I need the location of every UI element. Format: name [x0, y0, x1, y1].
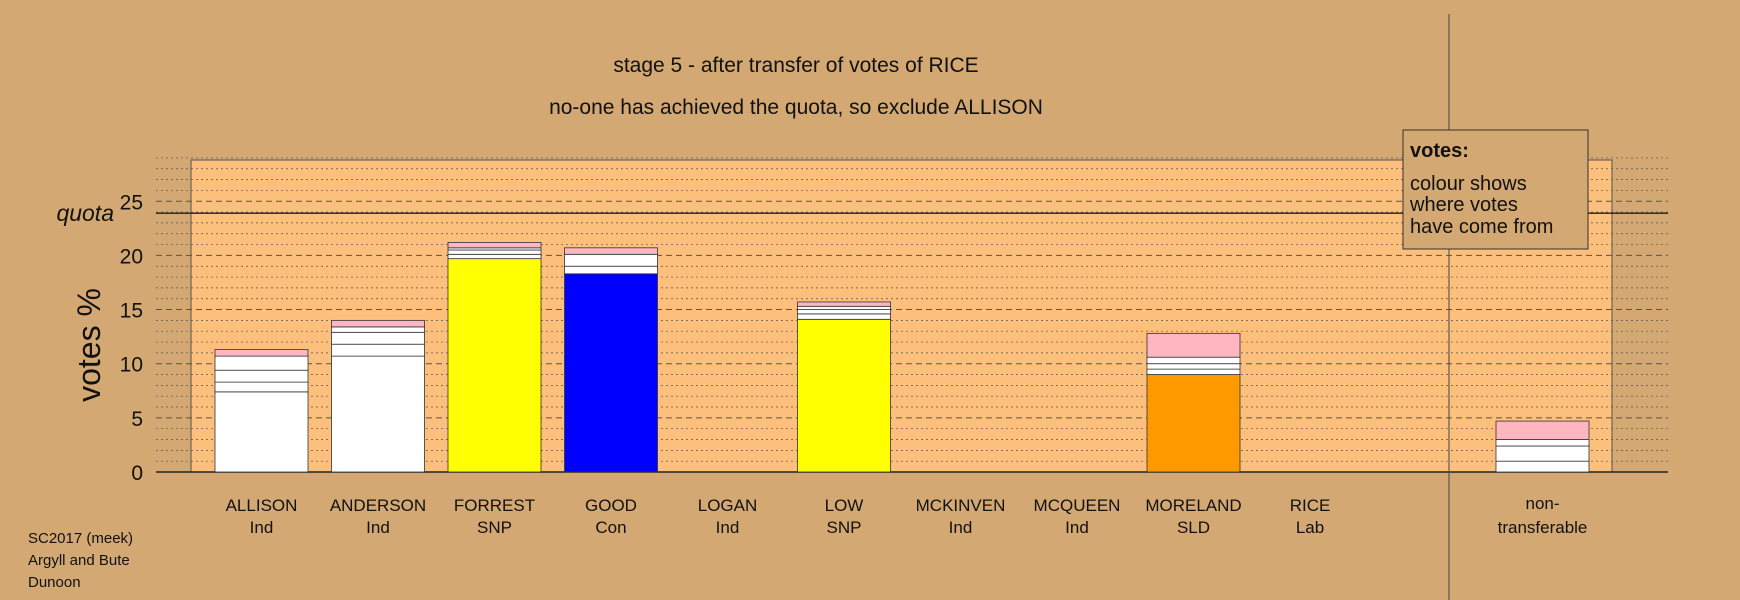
bar-allison-segment — [214, 355, 309, 371]
legend-line-2: where votes — [1409, 194, 1518, 216]
legend-line-3: have come from — [1410, 216, 1553, 238]
y-tick-label: 10 — [120, 354, 143, 377]
bar-forrest-segment — [447, 242, 542, 249]
candidate-party-forrest: SNP — [477, 518, 512, 537]
candidate-name-moreland: MORELAND — [1145, 496, 1241, 515]
bar-allison-segment — [214, 369, 309, 383]
candidate-party-mcqueen: Ind — [1065, 518, 1089, 537]
bar-good-segment — [564, 273, 658, 473]
candidate-name-forrest: FORREST — [454, 496, 535, 515]
legend-title: votes: — [1410, 140, 1469, 162]
bar-forrest-segment — [447, 258, 542, 473]
y-axis-label: votes % — [71, 288, 107, 402]
candidate-labels: ALLISON Ind ANDERSON Ind FORREST SNP GOOD Con LO… — [226, 494, 1588, 537]
candidate-name-allison: ALLISON — [226, 496, 298, 515]
bar-forrest-segment — [447, 253, 542, 260]
bar-low-segment — [797, 301, 891, 307]
bar-moreland-segment — [1146, 363, 1241, 370]
bar-good-segment — [564, 247, 658, 255]
bar-anderson-segment — [331, 355, 425, 473]
y-ticks: 0 5 10 15 20 25 — [120, 191, 143, 485]
footnote-line-1: SC2017 (meek) — [28, 530, 133, 547]
footnote-line-3: Dunoon — [28, 574, 81, 591]
candidate-party-anderson: Ind — [366, 518, 390, 537]
chart-subtitle: no-one has achieved the quota, so exclud… — [549, 96, 1043, 119]
bars — [214, 242, 1590, 473]
candidate-name-good: GOOD — [585, 496, 637, 515]
candidate-name-logan: LOGAN — [698, 496, 758, 515]
chart-title: stage 5 - after transfer of votes of RIC… — [613, 54, 978, 77]
candidate-party-mckinven: Ind — [949, 518, 973, 537]
bar-nontransferable-segment — [1495, 439, 1590, 447]
legend-box: votes: colour shows where votes have com… — [1402, 129, 1589, 250]
bar-moreland-segment — [1146, 356, 1241, 365]
bar-anderson-segment — [331, 331, 425, 345]
nontransferable-label-1: non- — [1525, 494, 1559, 513]
bar-good-segment — [564, 265, 658, 275]
y-tick-label: 0 — [131, 462, 143, 485]
candidate-name-anderson: ANDERSON — [330, 496, 426, 515]
bar-nontransferable-segment — [1495, 460, 1590, 473]
nontransferable-label-2: transferable — [1498, 518, 1588, 537]
bar-nontransferable-segment — [1495, 445, 1590, 462]
bar-low-segment — [797, 305, 891, 310]
bar-low-segment — [797, 313, 891, 320]
bar-low-segment — [797, 309, 891, 315]
y-tick-label: 20 — [120, 245, 143, 268]
footnote: SC2017 (meek) Argyll and Bute Dunoon — [28, 530, 133, 591]
quota-label: quota — [56, 200, 114, 226]
bar-moreland-segment — [1146, 332, 1241, 358]
candidate-party-logan: Ind — [716, 518, 740, 537]
bar-moreland-segment — [1146, 374, 1241, 473]
bar-moreland-segment — [1146, 368, 1241, 375]
candidate-name-mckinven: MCKINVEN — [916, 496, 1006, 515]
candidate-party-low: SNP — [827, 518, 862, 537]
bar-anderson-segment — [331, 326, 425, 333]
bar-good-segment — [564, 253, 658, 267]
bar-anderson-segment — [331, 343, 425, 357]
candidate-party-rice: Lab — [1296, 518, 1324, 537]
candidate-name-rice: RICE — [1290, 496, 1331, 515]
bar-anderson-segment — [331, 319, 425, 328]
candidate-party-allison: Ind — [250, 518, 274, 537]
bar-nontransferable-segment — [1495, 420, 1590, 440]
y-tick-label: 25 — [120, 191, 143, 214]
bar-forrest-segment — [447, 249, 542, 255]
candidate-party-good: Con — [595, 518, 626, 537]
bar-allison-segment — [214, 381, 309, 393]
candidate-party-moreland: SLD — [1177, 518, 1210, 537]
legend-line-1: colour shows — [1410, 173, 1527, 195]
footnote-line-2: Argyll and Bute — [28, 552, 130, 569]
bar-allison-segment — [214, 349, 309, 357]
bar-allison-segment — [214, 391, 309, 473]
candidate-name-low: LOW — [825, 496, 864, 515]
bar-low-segment — [797, 318, 891, 473]
y-tick-label: 5 — [131, 408, 143, 431]
legend-frame — [1402, 129, 1589, 250]
candidate-name-mcqueen: MCQUEEN — [1034, 496, 1121, 515]
y-tick-label: 15 — [120, 300, 143, 323]
